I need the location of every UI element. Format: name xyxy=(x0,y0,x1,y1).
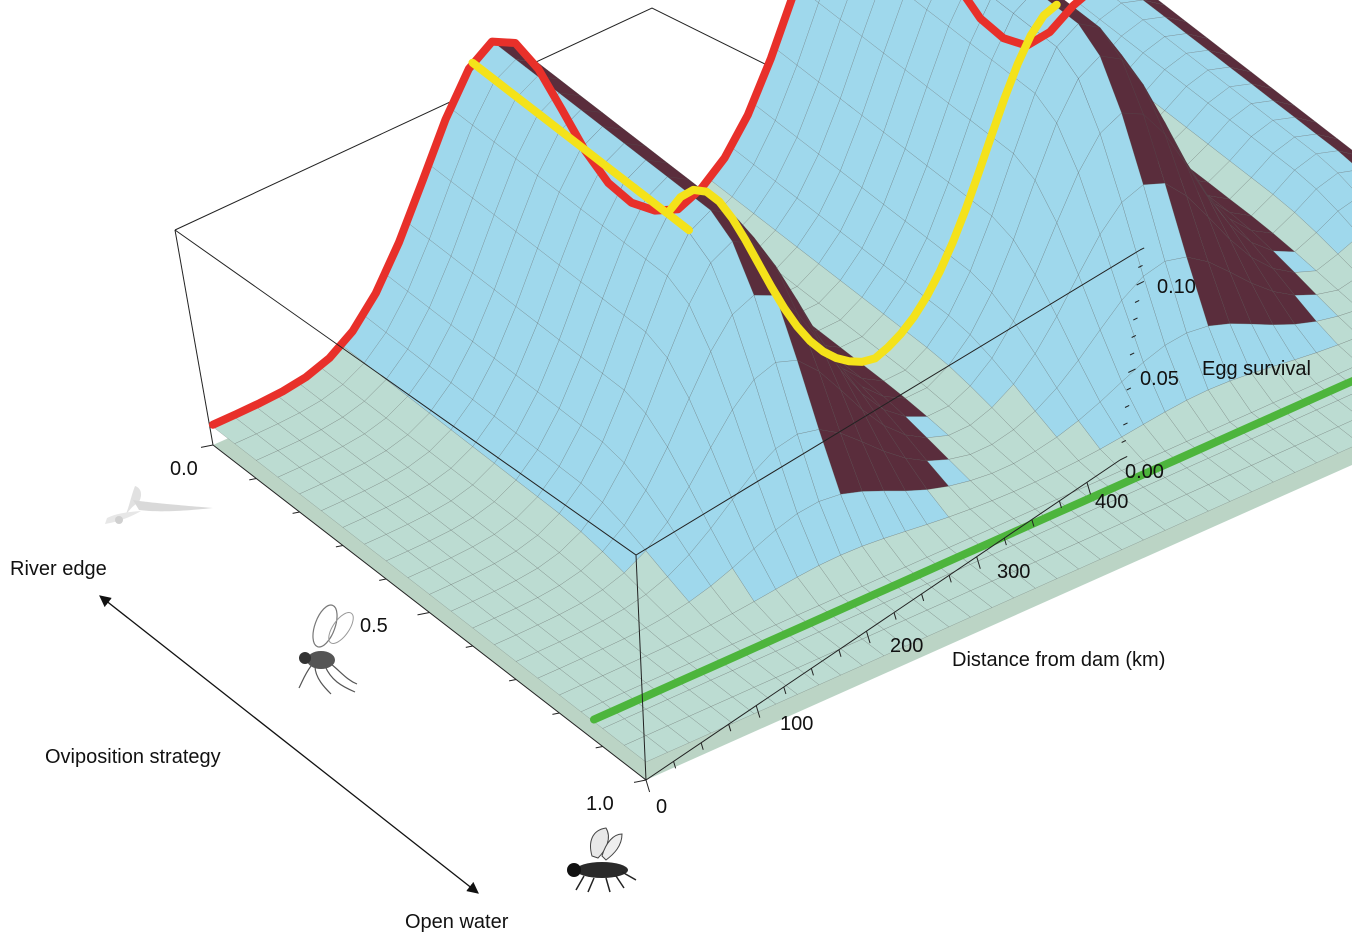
surface-cell xyxy=(1337,280,1352,303)
x-tick-label: 0.0 xyxy=(170,458,198,480)
y-tick xyxy=(948,575,952,583)
y-tick xyxy=(1058,500,1062,509)
x-tick xyxy=(292,511,300,514)
axis-ticks xyxy=(200,247,1145,793)
y-tick xyxy=(728,724,732,732)
z-tick xyxy=(1119,455,1128,461)
surface-cell xyxy=(1337,420,1352,438)
x-tick xyxy=(335,545,343,548)
x-tick xyxy=(465,645,473,648)
surface-cell xyxy=(1337,311,1352,330)
open-water-label: Open water xyxy=(405,911,509,933)
highlight-line xyxy=(209,0,1086,429)
x-tick xyxy=(379,578,387,581)
y-tick xyxy=(865,631,871,644)
z-tick-label: 0.05 xyxy=(1140,368,1179,390)
river-edge-label: River edge xyxy=(10,558,107,580)
x-tick-label: 0.5 xyxy=(360,615,388,637)
x-tick xyxy=(595,746,603,749)
x-tick-label: 1.0 xyxy=(586,793,614,815)
x-tick xyxy=(249,478,257,481)
surface-cell xyxy=(1337,393,1352,412)
y-tick xyxy=(645,779,651,793)
x-tick xyxy=(552,712,560,715)
y-tick xyxy=(838,649,842,657)
mayfly-icon xyxy=(105,486,213,524)
y-tick xyxy=(1031,519,1035,527)
y-tick-label: 400 xyxy=(1095,491,1128,513)
x-tick xyxy=(417,612,430,616)
x-tick xyxy=(509,679,517,682)
z-tick xyxy=(1131,334,1137,338)
surface-cell xyxy=(1337,170,1352,189)
y-axis-label: Distance from dam (km) xyxy=(952,649,1165,671)
x-tick xyxy=(633,779,647,783)
surface-cell xyxy=(1337,201,1352,228)
z-tick xyxy=(1121,439,1127,443)
y-tick-label: 100 xyxy=(780,713,813,735)
surface-cell xyxy=(1337,241,1352,269)
z-tick xyxy=(1134,299,1140,303)
y-tick xyxy=(783,686,787,695)
fly-icon xyxy=(567,827,637,893)
z-tick xyxy=(1138,264,1143,268)
y-tick xyxy=(893,612,897,620)
y-tick xyxy=(976,556,981,569)
highlight-line xyxy=(590,376,1352,724)
z-tick xyxy=(1123,422,1128,426)
z-tick-label: 0.00 xyxy=(1125,461,1164,483)
x-axis-label: Oviposition strategy xyxy=(45,746,221,768)
z-tick xyxy=(1139,247,1145,251)
y-tick xyxy=(921,593,925,602)
box-front-vertical-edge xyxy=(635,554,647,781)
z-tick xyxy=(1129,352,1135,356)
strategy-arrow xyxy=(99,595,479,894)
z-tick xyxy=(1126,387,1132,391)
box-back-left-edge xyxy=(174,229,214,446)
highlight-line xyxy=(468,0,1061,366)
y-tick xyxy=(1086,482,1092,495)
survival-surface xyxy=(209,0,1352,780)
y-tick-label: 0 xyxy=(656,796,667,818)
z-tick-label: 0.10 xyxy=(1157,276,1196,298)
z-tick xyxy=(1133,317,1138,321)
y-tick xyxy=(755,705,761,718)
y-tick xyxy=(700,742,704,750)
y-tick-label: 200 xyxy=(890,635,923,657)
z-tick xyxy=(1128,368,1136,373)
surface-cell xyxy=(623,735,668,763)
z-axis-label: Egg survival xyxy=(1202,358,1311,380)
midge-icon xyxy=(298,604,358,695)
y-tick xyxy=(1003,537,1007,546)
y-tick-label: 300 xyxy=(997,561,1030,583)
z-tick xyxy=(1136,280,1145,286)
z-tick xyxy=(1124,404,1130,408)
y-tick xyxy=(810,668,814,676)
x-tick xyxy=(200,444,214,448)
surface-cell xyxy=(1337,339,1352,358)
y-tick xyxy=(673,761,677,769)
